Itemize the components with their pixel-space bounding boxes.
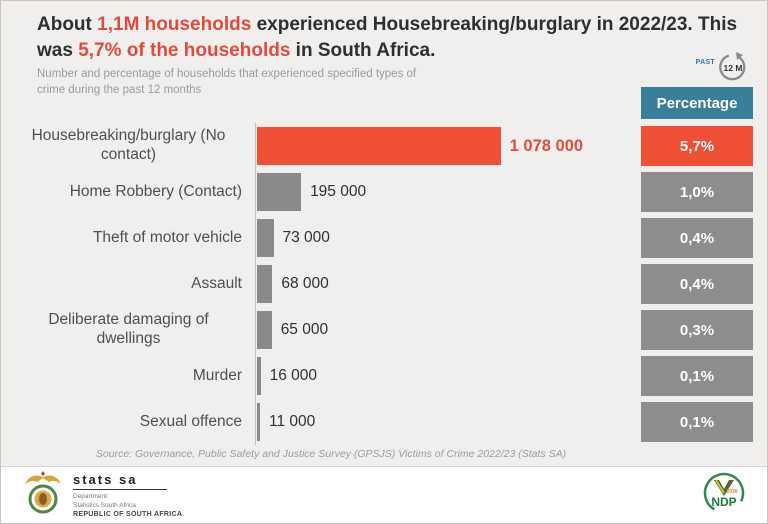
title-highlight-percent: 5,7% of the households xyxy=(78,39,291,61)
chart-row-home-robbery: Home Robbery (Contact) 195 000 1,0% xyxy=(15,169,753,215)
category-label: Home Robbery (Contact) xyxy=(69,182,242,200)
bar-assault xyxy=(257,265,273,303)
page-title: About 1,1M households experienced Houseb… xyxy=(37,12,743,64)
percentage-badge: 0,1% xyxy=(641,356,753,396)
chart-row-damaging-dwellings: Deliberate damaging of dwellings 65 000 … xyxy=(15,307,753,353)
category-label: Deliberate damaging of dwellings xyxy=(48,311,209,347)
bar-sexual-offence xyxy=(257,403,260,441)
chart-row-housebreaking: Housebreaking/burglary (No contact) 1 07… xyxy=(15,123,753,169)
value-label: 68 000 xyxy=(281,275,329,292)
past-circle-text: 12 M xyxy=(724,63,743,73)
percentage-column-header: Percentage xyxy=(641,87,753,119)
ndp-year: 2030 xyxy=(726,489,737,495)
footer: stats sa Department: Statistics South Af… xyxy=(1,466,767,523)
chart-subtitle: Number and percentage of households that… xyxy=(37,68,417,96)
chart-header-row: Percentage xyxy=(15,87,753,123)
coat-of-arms-icon xyxy=(23,470,63,521)
bar-home-robbery xyxy=(257,173,302,211)
cycle-arrow-icon: 12 M xyxy=(717,51,749,88)
statssa-republic-line: REPUBLIC OF SOUTH AFRICA xyxy=(73,510,183,518)
title-text: in South Africa. xyxy=(290,39,436,61)
value-label: 195 000 xyxy=(310,183,367,200)
chart-row-sexual-offence: Sexual offence 11 000 0,1% xyxy=(15,399,753,445)
statssa-wordmark: stats sa xyxy=(73,472,167,491)
bar-housebreaking xyxy=(257,127,501,165)
chart-row-vehicle-theft: Theft of motor vehicle 73 000 0,4% xyxy=(15,215,753,261)
percentage-badge: 0,1% xyxy=(641,402,753,442)
value-label: 73 000 xyxy=(282,229,330,246)
bar-damaging-dwellings xyxy=(257,311,272,349)
percentage-badge: 5,7% xyxy=(641,126,753,166)
bar-vehicle-theft xyxy=(257,219,274,257)
past-12-months-badge: PAST 12 M xyxy=(696,51,749,88)
bar-chart: Percentage Housebreaking/burglary (No co… xyxy=(15,87,753,445)
category-label: Theft of motor vehicle xyxy=(92,228,242,246)
category-label: Assault xyxy=(191,274,242,292)
past-label: PAST xyxy=(695,59,715,66)
value-label: 1 078 000 xyxy=(509,136,584,155)
statssa-branding: stats sa Department: Statistics South Af… xyxy=(23,470,182,521)
percentage-badge: 0,4% xyxy=(641,264,753,304)
category-label: Sexual offence xyxy=(139,412,242,430)
ndp-logo: 2030 NDP xyxy=(703,472,745,519)
statssa-dept-line1: Department: xyxy=(73,493,109,501)
percentage-badge: 0,4% xyxy=(641,218,753,258)
source-note: Source: Governance, Public Safety and Ju… xyxy=(95,448,567,460)
value-label: 11 000 xyxy=(269,413,316,430)
value-label: 65 000 xyxy=(280,321,329,338)
title-text: About xyxy=(37,14,98,35)
chart-row-murder: Murder 16 000 0,1% xyxy=(15,353,753,399)
value-label: 16 000 xyxy=(269,367,318,384)
percentage-badge: 1,0% xyxy=(641,172,753,212)
percentage-badge: 0,3% xyxy=(641,310,753,350)
title-highlight-households: 1,1M households xyxy=(97,14,252,35)
ndp-wordmark: NDP xyxy=(711,495,736,509)
title-text: experienced Housebreaking/burglary in 20… xyxy=(37,14,738,61)
statssa-dept-line2: Statistics South Africa xyxy=(73,502,136,509)
category-label: Housebreaking/burglary (No contact) xyxy=(31,127,226,163)
chart-row-assault: Assault 68 000 0,4% xyxy=(15,261,753,307)
category-label: Murder xyxy=(192,366,242,384)
bar-murder xyxy=(257,357,261,395)
